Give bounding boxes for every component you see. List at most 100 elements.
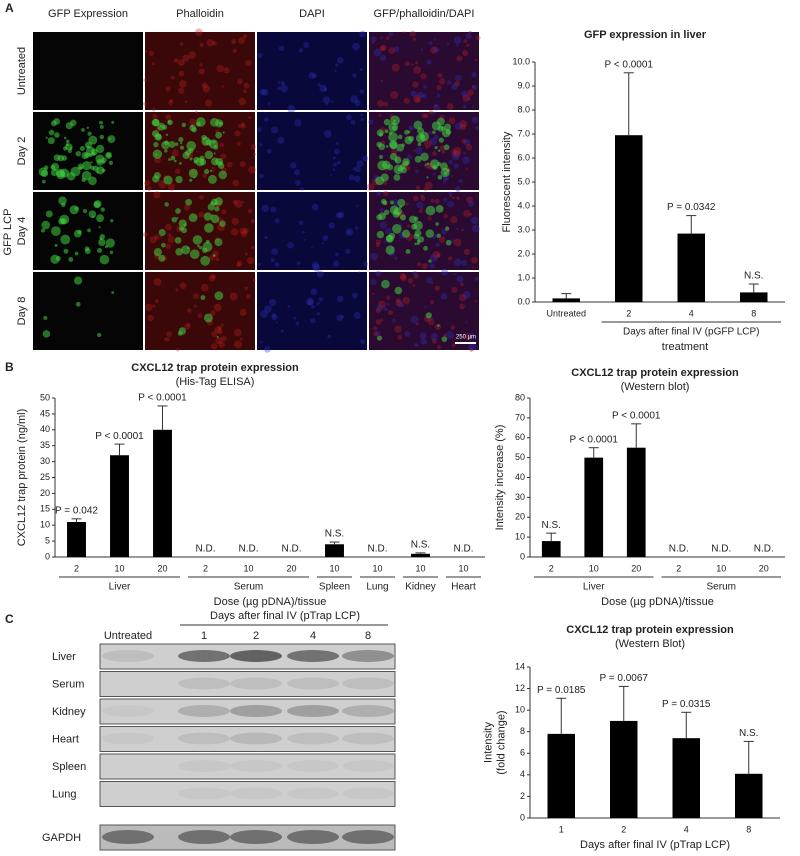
annotation: N.S. bbox=[411, 540, 430, 551]
texture bbox=[375, 239, 381, 245]
texture bbox=[331, 100, 334, 103]
texture bbox=[414, 343, 419, 348]
column-header: Phalloidin bbox=[176, 8, 224, 20]
texture bbox=[287, 104, 296, 113]
texture bbox=[399, 214, 407, 221]
texture bbox=[420, 48, 424, 51]
texture bbox=[189, 249, 200, 260]
texture bbox=[404, 136, 413, 145]
column-header: GFP/phalloidin/DAPI bbox=[374, 8, 475, 20]
y-tick-label: 15 bbox=[40, 504, 50, 514]
texture bbox=[430, 332, 438, 341]
texture bbox=[424, 163, 427, 166]
texture bbox=[210, 117, 219, 127]
texture bbox=[242, 227, 249, 234]
texture bbox=[472, 105, 475, 108]
texture bbox=[415, 97, 421, 103]
texture bbox=[432, 111, 436, 115]
texture bbox=[90, 161, 93, 164]
texture bbox=[240, 123, 246, 129]
texture bbox=[413, 120, 423, 130]
texture bbox=[247, 208, 253, 214]
texture bbox=[437, 174, 443, 180]
annotation: N.D. bbox=[196, 544, 216, 555]
texture bbox=[107, 135, 116, 144]
texture bbox=[275, 321, 278, 324]
texture bbox=[332, 260, 340, 267]
texture bbox=[332, 156, 336, 160]
texture bbox=[250, 144, 257, 150]
texture bbox=[461, 259, 468, 266]
texture bbox=[246, 257, 255, 265]
texture bbox=[189, 118, 197, 126]
y-tick-label: 5.0 bbox=[517, 176, 530, 186]
texture bbox=[165, 114, 172, 121]
texture bbox=[381, 35, 384, 39]
annotation: N.D. bbox=[282, 544, 302, 555]
texture bbox=[41, 220, 50, 230]
texture bbox=[465, 321, 468, 324]
texture bbox=[379, 54, 387, 61]
texture bbox=[183, 204, 191, 211]
texture bbox=[433, 134, 439, 140]
texture bbox=[415, 322, 419, 326]
texture bbox=[167, 233, 172, 238]
blot-band bbox=[287, 677, 339, 690]
texture bbox=[453, 238, 462, 247]
texture bbox=[210, 273, 216, 280]
x-axis-label: Dose (µg pDNA)/tissue bbox=[214, 596, 327, 608]
texture bbox=[65, 139, 70, 144]
texture bbox=[455, 186, 461, 192]
texture bbox=[360, 117, 364, 122]
texture bbox=[441, 149, 446, 154]
texture bbox=[219, 142, 225, 148]
texture bbox=[185, 149, 192, 156]
texture bbox=[383, 190, 389, 197]
texture bbox=[370, 279, 377, 286]
texture bbox=[351, 292, 358, 299]
texture bbox=[410, 90, 417, 97]
texture bbox=[180, 142, 183, 145]
texture bbox=[189, 178, 193, 182]
texture bbox=[451, 286, 458, 294]
texture bbox=[245, 59, 252, 67]
texture bbox=[215, 257, 220, 262]
texture bbox=[200, 255, 211, 266]
texture bbox=[153, 278, 162, 286]
texture bbox=[274, 218, 280, 224]
texture bbox=[147, 314, 154, 322]
texture bbox=[453, 146, 462, 155]
texture bbox=[463, 139, 471, 146]
y-tick-label: 4.0 bbox=[517, 200, 530, 210]
texture bbox=[433, 104, 438, 108]
texture bbox=[214, 291, 224, 301]
texture bbox=[87, 131, 92, 136]
texture bbox=[152, 304, 156, 308]
texture bbox=[223, 67, 230, 74]
group-label: GFP LCP bbox=[2, 209, 14, 256]
texture bbox=[48, 129, 55, 136]
chart-title: CXCL12 trap protein expression bbox=[571, 367, 739, 379]
texture bbox=[471, 116, 479, 124]
texture bbox=[429, 254, 438, 262]
texture bbox=[397, 134, 403, 140]
texture bbox=[385, 227, 392, 235]
texture bbox=[465, 167, 468, 170]
texture bbox=[45, 210, 53, 218]
texture bbox=[207, 174, 217, 184]
blot-band bbox=[287, 787, 339, 800]
blot-band bbox=[178, 830, 230, 844]
texture bbox=[167, 183, 176, 191]
texture bbox=[208, 275, 216, 282]
texture bbox=[407, 130, 411, 134]
texture bbox=[347, 230, 351, 234]
texture bbox=[209, 169, 213, 173]
texture bbox=[97, 332, 102, 338]
texture bbox=[97, 247, 103, 254]
texture bbox=[410, 315, 419, 324]
texture bbox=[165, 223, 172, 231]
texture bbox=[298, 220, 304, 226]
x-tick-label: 2 bbox=[203, 563, 208, 573]
texture bbox=[471, 85, 475, 89]
texture bbox=[380, 44, 387, 51]
